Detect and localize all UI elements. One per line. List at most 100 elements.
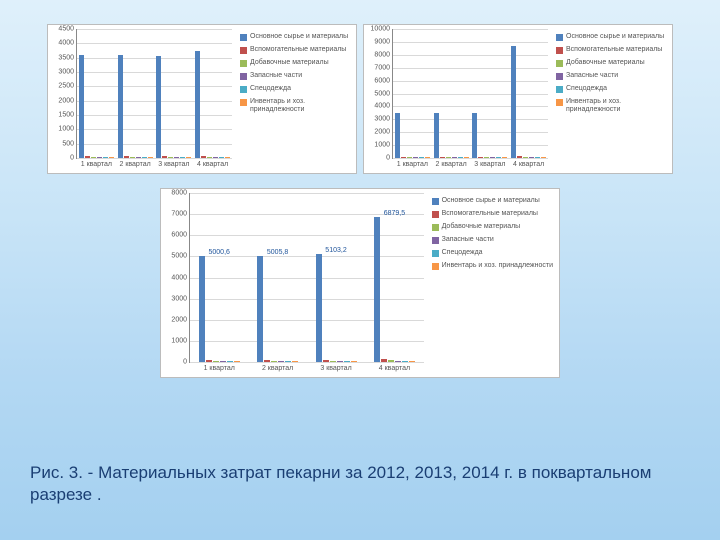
bar-s1 bbox=[257, 256, 263, 362]
legend-swatch bbox=[240, 99, 247, 106]
legend-item: Инвентарь и хоз. принадлежности bbox=[556, 98, 666, 114]
y-tick-label: 8000 bbox=[374, 51, 393, 58]
legend-swatch bbox=[556, 47, 563, 54]
y-tick-label: 2500 bbox=[58, 83, 77, 90]
legend-swatch bbox=[432, 250, 439, 257]
bar-group: 4 квартал bbox=[509, 29, 548, 158]
x-tick-label: 4 квартал bbox=[193, 158, 232, 168]
legend-label: Спецодежда bbox=[566, 85, 607, 93]
legend-swatch bbox=[432, 198, 439, 205]
legend-item: Запасные части bbox=[432, 236, 553, 244]
legend-swatch bbox=[240, 34, 247, 41]
bar-group: 5103,23 квартал bbox=[307, 193, 365, 362]
bar-group: 5005,82 квартал bbox=[248, 193, 306, 362]
legend-label: Инвентарь и хоз. принадлежности bbox=[250, 98, 350, 114]
legend-item: Вспомогательные материалы bbox=[432, 210, 553, 218]
x-tick-label: 4 квартал bbox=[509, 158, 548, 168]
x-tick-label: 1 квартал bbox=[77, 158, 116, 168]
bar-s1 bbox=[118, 55, 123, 158]
legend-label: Основное сырье и материалы bbox=[442, 197, 540, 205]
y-tick-label: 1000 bbox=[58, 126, 77, 133]
legend-label: Вспомогательные материалы bbox=[566, 46, 662, 54]
legend-swatch bbox=[432, 263, 439, 270]
legend-item: Основное сырье и материалы bbox=[240, 33, 350, 41]
legend-label: Основное сырье и материалы bbox=[566, 33, 664, 41]
x-tick-label: 1 квартал bbox=[393, 158, 432, 168]
legend-item: Запасные части bbox=[240, 72, 350, 80]
legend-swatch bbox=[240, 60, 247, 67]
legend-label: Вспомогательные материалы bbox=[250, 46, 346, 54]
y-tick-label: 4000 bbox=[374, 103, 393, 110]
y-tick-label: 5000 bbox=[374, 90, 393, 97]
plot-box: 0100020003000400050006000700080005000,61… bbox=[189, 193, 424, 363]
y-tick-label: 9000 bbox=[374, 38, 393, 45]
x-tick-label: 1 квартал bbox=[190, 362, 248, 372]
plot-box: 0500100015002000250030003500400045001 кв… bbox=[76, 29, 232, 159]
x-tick-label: 4 квартал bbox=[365, 362, 423, 372]
y-tick-label: 500 bbox=[62, 140, 77, 147]
legend-label: Запасные части bbox=[566, 72, 618, 80]
legend: Основное сырье и материалы Вспомогательны… bbox=[236, 25, 356, 173]
y-tick-label: 3000 bbox=[374, 116, 393, 123]
y-tick-label: 4000 bbox=[58, 40, 77, 47]
bar-group: 1 квартал bbox=[77, 29, 116, 158]
legend-swatch bbox=[432, 211, 439, 218]
x-tick-label: 2 квартал bbox=[116, 158, 155, 168]
y-tick-label: 0 bbox=[183, 359, 190, 366]
legend-item: Добавочные материалы bbox=[240, 59, 350, 67]
legend-label: Основное сырье и материалы bbox=[250, 33, 348, 41]
legend-label: Вспомогательные материалы bbox=[442, 210, 538, 218]
legend-label: Добавочные материалы bbox=[250, 59, 329, 67]
x-tick-label: 2 квартал bbox=[248, 362, 306, 372]
data-label: 6879,5 bbox=[384, 210, 405, 217]
legend: Основное сырье и материалы Вспомогательны… bbox=[552, 25, 672, 173]
legend-swatch bbox=[240, 73, 247, 80]
y-tick-label: 4500 bbox=[58, 26, 77, 33]
legend-item: Инвентарь и хоз. принадлежности bbox=[432, 262, 553, 270]
legend-swatch bbox=[240, 86, 247, 93]
bar-group: 2 квартал bbox=[116, 29, 155, 158]
data-label: 5103,2 bbox=[325, 247, 346, 254]
y-tick-label: 6000 bbox=[374, 77, 393, 84]
y-tick-label: 10000 bbox=[371, 26, 393, 33]
y-tick-label: 1000 bbox=[374, 142, 393, 149]
legend-swatch bbox=[556, 86, 563, 93]
legend-item: Спецодежда bbox=[556, 85, 666, 93]
figure-caption: Рис. 3. - Материальных затрат пекарни за… bbox=[30, 462, 690, 506]
plot-box: 0100020003000400050006000700080009000100… bbox=[392, 29, 548, 159]
legend-swatch bbox=[556, 73, 563, 80]
x-tick-label: 3 квартал bbox=[307, 362, 365, 372]
y-tick-label: 1500 bbox=[58, 112, 77, 119]
x-tick-label: 3 квартал bbox=[471, 158, 510, 168]
legend-label: Спецодежда bbox=[442, 249, 483, 257]
bar-s1 bbox=[195, 51, 200, 159]
legend-label: Запасные части bbox=[250, 72, 302, 80]
y-tick-label: 2000 bbox=[171, 316, 190, 323]
y-tick-label: 8000 bbox=[171, 190, 190, 197]
y-tick-label: 3000 bbox=[58, 69, 77, 76]
y-tick-label: 3500 bbox=[58, 54, 77, 61]
y-tick-label: 6000 bbox=[171, 232, 190, 239]
bar-group: 3 квартал bbox=[155, 29, 194, 158]
legend-label: Инвентарь и хоз. принадлежности bbox=[442, 262, 553, 270]
bar-s1 bbox=[395, 113, 400, 158]
y-tick-label: 2000 bbox=[374, 129, 393, 136]
bar-group: 1 квартал bbox=[393, 29, 432, 158]
chart-c1: 0500100015002000250030003500400045001 кв… bbox=[47, 24, 357, 174]
data-label: 5005,8 bbox=[267, 249, 288, 256]
legend-item: Основное сырье и материалы bbox=[432, 197, 553, 205]
y-tick-label: 0 bbox=[70, 155, 77, 162]
legend-item: Спецодежда bbox=[240, 85, 350, 93]
bar-s1 bbox=[434, 113, 439, 158]
legend: Основное сырье и материалы Вспомогательны… bbox=[428, 189, 559, 377]
bar-group: 2 квартал bbox=[432, 29, 471, 158]
y-tick-label: 5000 bbox=[171, 253, 190, 260]
legend-item: Инвентарь и хоз. принадлежности bbox=[240, 98, 350, 114]
chart-c3: 0100020003000400050006000700080005000,61… bbox=[160, 188, 560, 378]
bar-s1 bbox=[156, 56, 161, 158]
legend-item: Добавочные материалы bbox=[556, 59, 666, 67]
legend-swatch bbox=[432, 237, 439, 244]
legend-item: Добавочные материалы bbox=[432, 223, 553, 231]
bar-s1 bbox=[511, 46, 516, 158]
data-label: 5000,6 bbox=[208, 249, 229, 256]
